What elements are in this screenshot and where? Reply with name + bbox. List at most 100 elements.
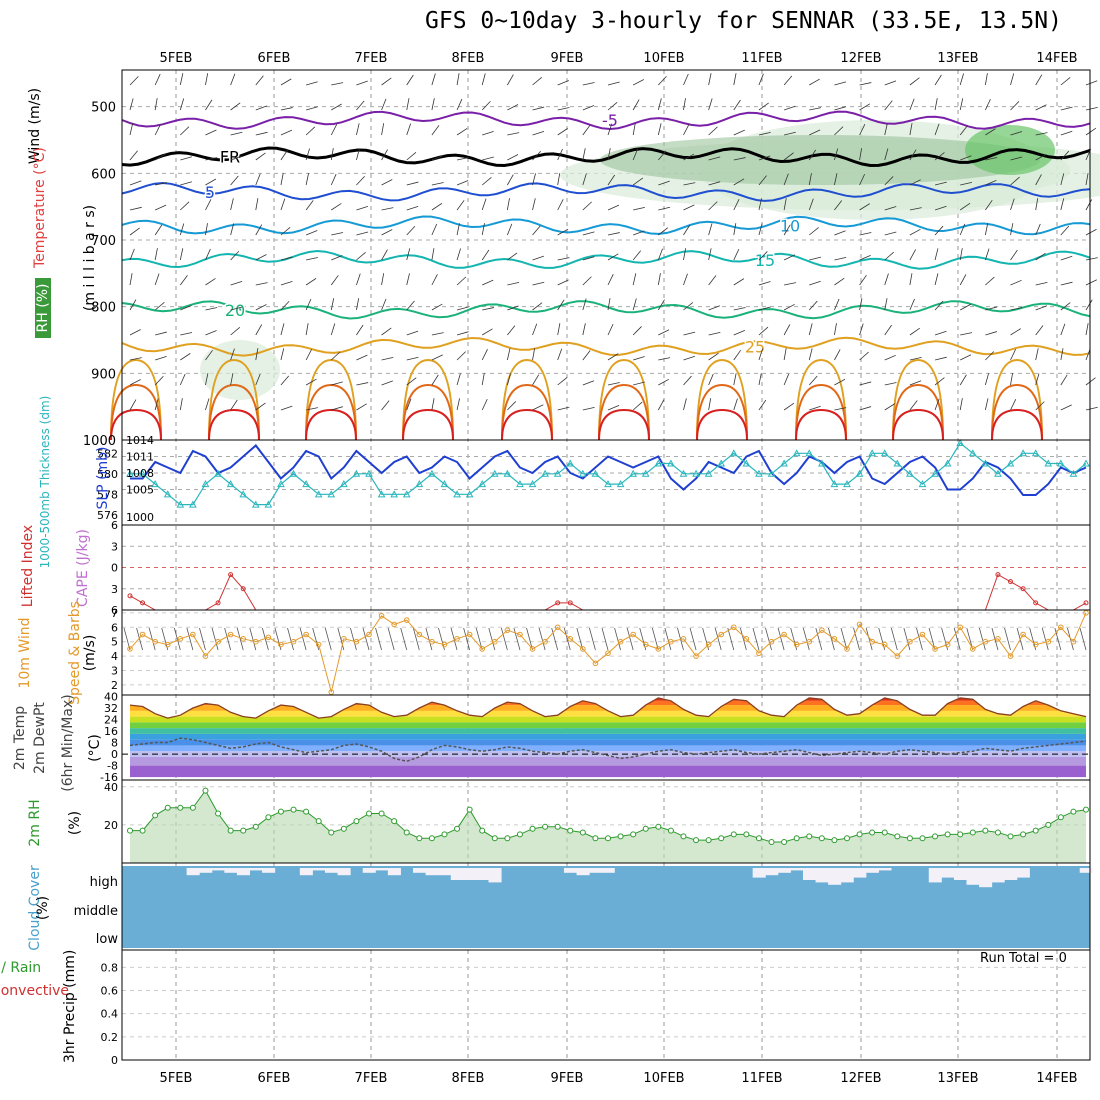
wind-barb bbox=[507, 74, 514, 86]
low-level-contour bbox=[991, 383, 1043, 441]
wind-barb bbox=[356, 273, 361, 286]
wind-barb bbox=[1035, 74, 1043, 86]
surface-wind-barb bbox=[500, 627, 508, 651]
wind-barb bbox=[154, 204, 167, 211]
wind-barb bbox=[431, 332, 444, 336]
rh-marker bbox=[743, 831, 750, 838]
wind-barb bbox=[330, 298, 335, 311]
wind-barb bbox=[481, 223, 485, 236]
wind-barb bbox=[884, 298, 888, 311]
rh-marker bbox=[994, 829, 1001, 836]
wind-barb bbox=[632, 123, 636, 136]
cloud-gap bbox=[425, 868, 439, 876]
thickness-marker bbox=[918, 480, 927, 488]
wind-speed-marker bbox=[454, 636, 460, 642]
cloud-gap bbox=[576, 868, 590, 876]
rh-marker bbox=[542, 823, 549, 830]
wind-speed-marker bbox=[844, 646, 850, 652]
wind-barb bbox=[834, 349, 841, 361]
contour-label: -5 bbox=[602, 111, 618, 130]
rh-marker bbox=[252, 823, 259, 830]
wind-barb bbox=[305, 298, 312, 311]
wind-barb bbox=[733, 199, 740, 211]
precip-tick: 0.6 bbox=[101, 985, 119, 998]
wind-speed-marker bbox=[856, 621, 863, 628]
wind-barb bbox=[934, 205, 947, 211]
wind-barb bbox=[607, 353, 619, 361]
thickness-marker bbox=[1019, 449, 1027, 457]
wind-barb bbox=[155, 331, 167, 336]
wind-barb bbox=[532, 77, 542, 86]
wind-barb bbox=[708, 156, 721, 161]
wind-barb bbox=[959, 125, 968, 136]
wind-speed-marker bbox=[617, 638, 624, 645]
cloud-gap bbox=[262, 868, 276, 873]
wind-barb bbox=[708, 352, 719, 361]
thickness-marker bbox=[830, 480, 839, 488]
wind-barb bbox=[129, 180, 142, 186]
wind-barb bbox=[884, 206, 897, 211]
wind-barb bbox=[255, 348, 259, 361]
wind-barb bbox=[632, 177, 644, 186]
page-title: GFS 0~10day 3-hourly for SENNAR (33.5E, … bbox=[425, 8, 1062, 34]
wind-barb bbox=[280, 348, 285, 361]
wind-barb bbox=[506, 373, 511, 386]
cloud-gap bbox=[991, 868, 1005, 883]
wind-barb bbox=[205, 223, 208, 236]
surface-wind-barb bbox=[865, 627, 873, 651]
low-level-contour bbox=[892, 408, 944, 441]
wind-barb bbox=[809, 227, 819, 236]
wind-barb bbox=[129, 299, 137, 311]
surface-wind-barb bbox=[224, 627, 232, 651]
wind-barb bbox=[834, 126, 844, 136]
wind-barb bbox=[985, 306, 998, 311]
thickness-marker bbox=[339, 480, 348, 488]
wind-barb bbox=[733, 157, 746, 161]
surface-wind-barb bbox=[551, 627, 559, 651]
wind-speed-marker bbox=[944, 641, 951, 648]
wind-barb bbox=[456, 398, 460, 411]
low-level-contour bbox=[598, 358, 650, 441]
wind-barb bbox=[154, 375, 164, 386]
wind-barb bbox=[985, 128, 996, 136]
surface-wind-barb bbox=[387, 627, 395, 651]
contour-label: 5 bbox=[205, 183, 215, 202]
rh-marker bbox=[265, 814, 272, 821]
wind-barb bbox=[1085, 228, 1097, 236]
wind-barb bbox=[506, 348, 511, 361]
minmax-label: (6hr Min/Max) bbox=[60, 694, 76, 792]
wind-barb bbox=[834, 81, 847, 86]
rh-marker bbox=[366, 810, 372, 817]
wind-barb bbox=[1035, 348, 1039, 361]
wind-barb bbox=[155, 182, 167, 186]
wind-barb bbox=[356, 175, 365, 186]
wind-barb bbox=[331, 103, 342, 111]
lifted-marker bbox=[1083, 600, 1089, 606]
thickness-marker bbox=[151, 480, 160, 488]
wind-barb bbox=[205, 178, 217, 186]
wind-barb bbox=[783, 324, 791, 336]
wind-barb bbox=[809, 107, 822, 111]
wind-barb bbox=[859, 82, 872, 86]
wind-barb bbox=[859, 298, 863, 311]
rh-marker bbox=[127, 827, 133, 834]
wind-barb bbox=[306, 407, 318, 411]
wind-barb bbox=[959, 98, 964, 111]
wind-speed-marker bbox=[768, 638, 775, 645]
rh-marker bbox=[529, 825, 536, 832]
cloud-level-label: low bbox=[96, 932, 119, 947]
wind-barb bbox=[1085, 173, 1089, 186]
wind-barb bbox=[456, 73, 460, 86]
wind-barb bbox=[834, 298, 840, 311]
wind-barb bbox=[1010, 373, 1013, 386]
surface-wind-barb bbox=[1004, 627, 1011, 651]
wind-barb bbox=[456, 331, 469, 336]
wind-barb bbox=[456, 128, 468, 136]
rh-marker bbox=[957, 831, 964, 838]
rh-marker bbox=[617, 833, 624, 840]
wind-barb bbox=[431, 182, 444, 186]
wind-barb bbox=[683, 273, 688, 286]
thickness-marker bbox=[314, 490, 323, 498]
surface-wind-barb bbox=[412, 627, 420, 651]
